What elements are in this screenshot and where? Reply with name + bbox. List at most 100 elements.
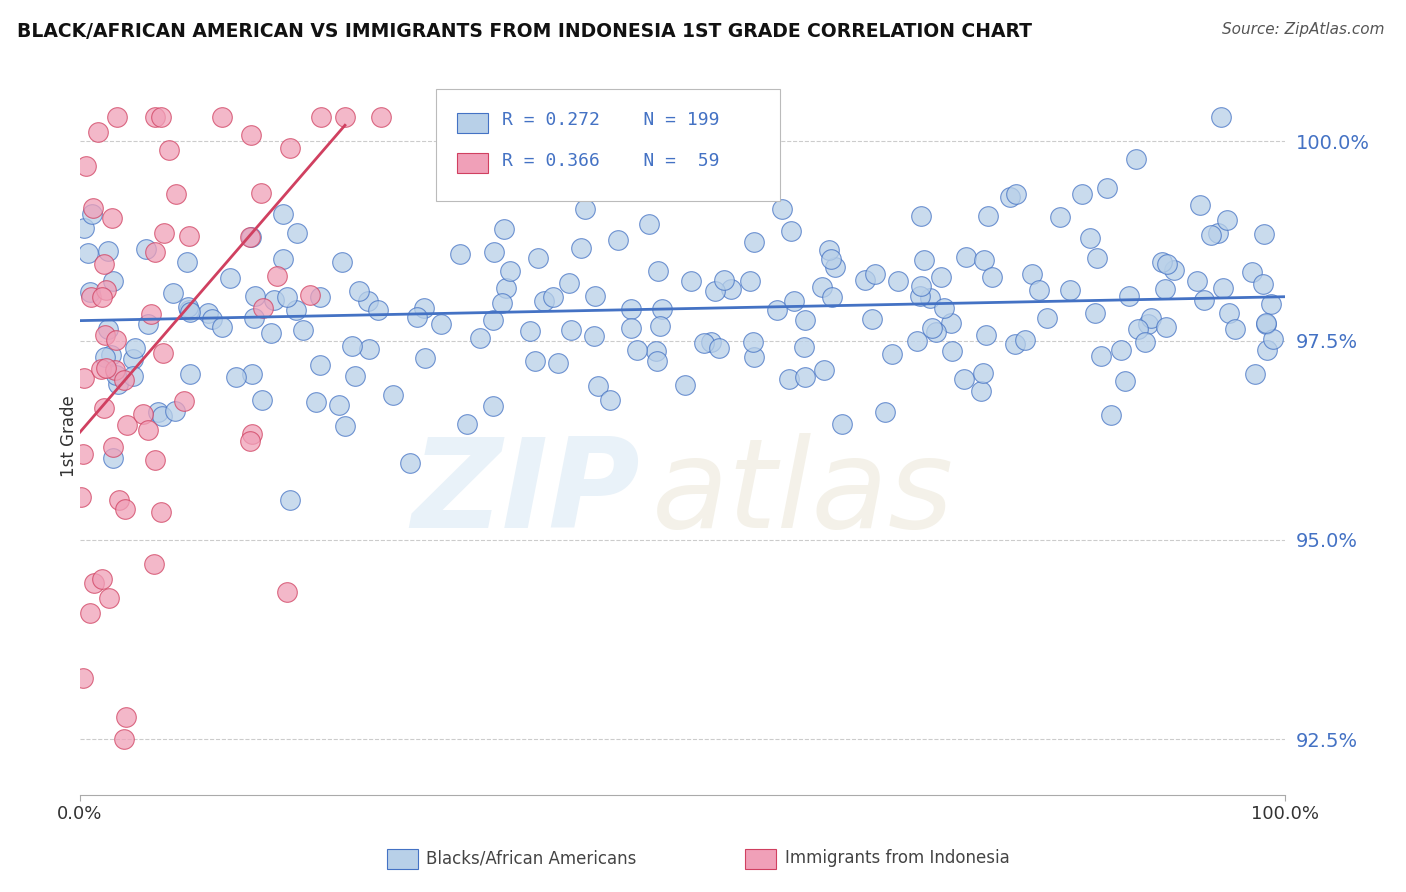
Point [1150,255,1173,269]
Point [252,392,274,407]
Point [1021,267,1043,281]
Point [811,280,834,294]
Point [547,356,569,370]
Point [82,201,104,215]
Point [1136,318,1159,332]
Point [284,302,307,317]
Point [94,327,117,342]
Point [150,505,173,519]
Point [970,384,993,398]
Point [142,558,165,572]
Point [924,326,946,340]
Point [298,288,321,302]
Point [910,289,932,303]
Point [583,328,606,343]
Point [179,367,201,381]
Point [287,226,309,240]
Point [1260,297,1282,311]
Point [263,293,285,308]
Point [72,371,94,385]
Point [146,405,169,419]
Point [981,270,1004,285]
Point [738,274,761,288]
Text: atlas: atlas [652,434,955,554]
Point [1028,284,1050,298]
Point [853,273,876,287]
Point [77,245,100,260]
Point [1154,282,1177,296]
Point [1118,289,1140,303]
Point [413,301,436,315]
Point [101,440,124,454]
Point [1125,152,1147,166]
Text: R = 0.272    N = 199: R = 0.272 N = 199 [502,112,720,129]
Point [905,334,928,349]
Point [249,186,271,200]
Point [121,352,143,367]
Point [793,340,815,354]
Point [240,230,263,244]
Point [1256,343,1278,358]
Point [398,456,420,470]
Point [1256,316,1278,330]
Point [742,235,765,249]
Point [831,417,853,431]
Point [644,343,666,358]
Point [219,270,242,285]
Point [519,325,541,339]
Point [1188,198,1211,212]
Point [939,316,962,330]
Point [93,401,115,416]
Point [973,252,995,267]
Point [648,319,671,334]
Point [541,291,564,305]
Point [1256,317,1278,331]
Point [179,305,201,319]
Point [1251,277,1274,292]
Point [1218,306,1240,320]
Point [1139,311,1161,326]
Point [1154,320,1177,334]
Point [163,403,186,417]
Point [977,209,1000,223]
Point [72,672,94,686]
Point [176,255,198,269]
Point [675,377,697,392]
Point [1240,265,1263,279]
Point [720,282,742,296]
Point [1099,408,1122,422]
Point [955,250,977,264]
Point [1049,211,1071,225]
Point [586,378,609,392]
Point [173,393,195,408]
Point [90,572,112,586]
Point [90,361,112,376]
Point [292,322,315,336]
Point [240,367,263,381]
Point [105,333,128,347]
Point [211,320,233,334]
Point [921,321,943,335]
Point [107,377,129,392]
Point [952,372,974,386]
Point [143,453,166,467]
Point [135,242,157,256]
Point [308,359,330,373]
Point [1263,332,1285,346]
Point [463,180,485,194]
Point [240,128,263,143]
Point [152,346,174,360]
Text: ZIP: ZIP [412,434,640,554]
Point [330,255,353,269]
Point [824,260,846,274]
Point [278,141,301,155]
Point [343,369,366,384]
Point [149,111,172,125]
Point [1215,213,1237,227]
Point [1085,251,1108,265]
Point [342,339,364,353]
Point [139,307,162,321]
Point [1004,337,1026,351]
Point [619,301,641,316]
Point [560,323,582,337]
